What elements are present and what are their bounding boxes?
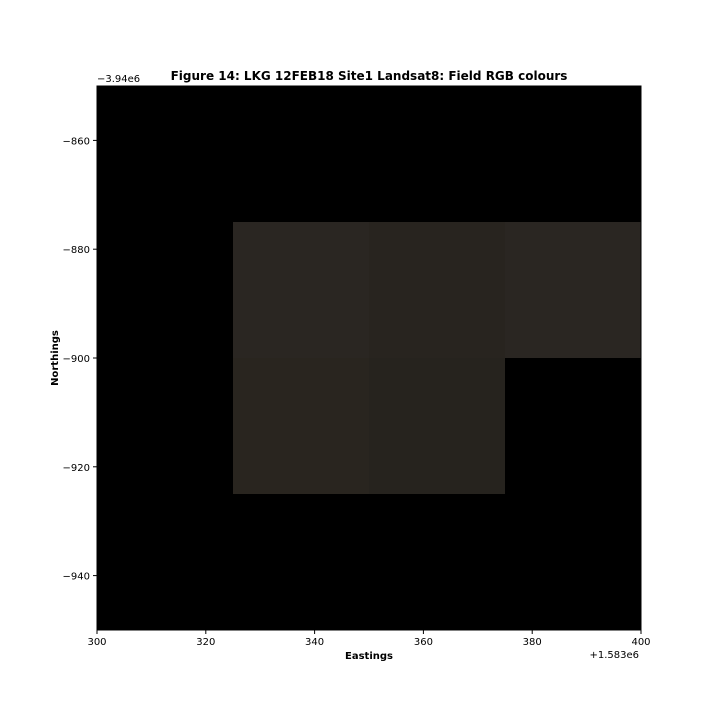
y-tick-label: −880	[63, 245, 90, 256]
x-tick-label: 380	[523, 637, 542, 648]
x-tick-label: 340	[305, 637, 324, 648]
y-tick-label: −900	[63, 354, 90, 365]
raster-cells	[233, 222, 641, 494]
raster-cell-0	[233, 222, 369, 358]
y-tick-label: −940	[63, 572, 90, 583]
raster-cell-1	[369, 222, 505, 358]
y-axis: −860 −880 −900 −920 −940	[63, 136, 97, 583]
x-tick-label: 320	[196, 637, 215, 648]
raster-cell-2	[505, 222, 641, 358]
raster-cell-3	[233, 358, 369, 494]
y-tick-label: −920	[63, 463, 90, 474]
y-tick-label: −860	[63, 136, 90, 147]
x-tick-label: 400	[631, 637, 650, 648]
x-axis-label: Eastings	[345, 651, 393, 662]
y-axis-label: Northings	[50, 330, 61, 386]
y-offset-label: −3.94e6	[97, 74, 140, 85]
x-tick-label: 360	[414, 637, 433, 648]
x-axis: 300 320 340 360 380 400	[87, 630, 651, 648]
x-tick-label: 300	[87, 637, 106, 648]
chart-title: Figure 14: LKG 12FEB18 Site1 Landsat8: F…	[171, 69, 568, 83]
raster-cell-4	[369, 358, 505, 494]
plot-area	[96, 85, 642, 631]
x-offset-label: +1.583e6	[589, 650, 639, 661]
